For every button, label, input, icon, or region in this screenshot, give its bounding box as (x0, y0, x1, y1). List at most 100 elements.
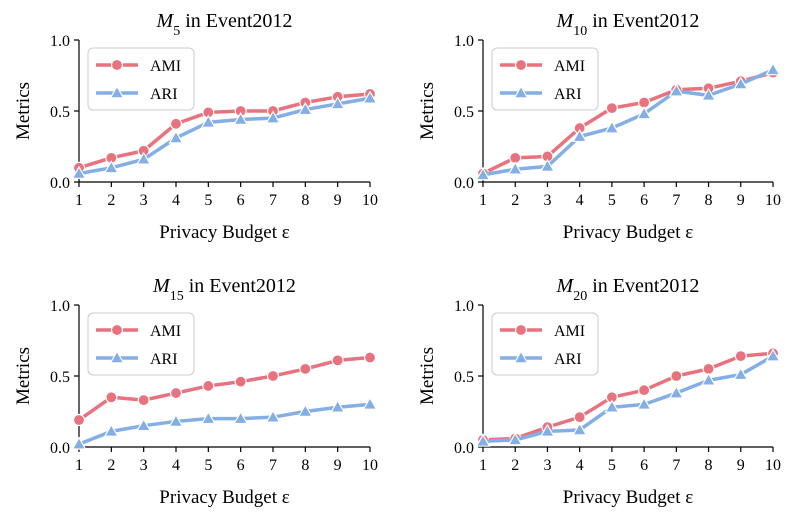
x-tick-label: 6 (640, 192, 648, 209)
x-tick-label: 3 (140, 192, 148, 209)
data-point-ari (668, 83, 684, 97)
legend-label-ari: ARI (554, 86, 582, 103)
series-line-ami (78, 92, 371, 170)
chart-title-main: M (156, 10, 175, 32)
y-tick-label: 0.0 (50, 175, 70, 192)
data-point-ami (137, 394, 150, 407)
chart-title-rest: in Event2012 (587, 10, 699, 32)
data-point-ari (136, 417, 152, 432)
chart-title: M15 in Event2012 (152, 275, 296, 304)
legend: AMI ARI (491, 47, 599, 111)
data-point-ari (136, 151, 152, 165)
data-point-ami (72, 413, 86, 427)
data-point-ari (71, 436, 87, 450)
data-point-ami (299, 362, 312, 375)
data-point-ari (330, 399, 346, 413)
y-axis-label: Metrics (417, 347, 438, 405)
x-tick-label: 10 (362, 457, 378, 474)
data-point-ami (638, 384, 651, 397)
series-line-ami (77, 355, 371, 422)
x-tick-label: 2 (107, 192, 115, 209)
legend-marker-ami (110, 323, 124, 337)
data-point-ami (331, 354, 344, 367)
x-tick-label: 1 (479, 192, 487, 209)
x-tick-label: 4 (172, 192, 180, 209)
x-tick-label: 8 (301, 457, 309, 474)
x-tick-label: 9 (737, 192, 745, 209)
x-tick-label: 6 (640, 457, 648, 474)
data-point-ami (169, 117, 183, 130)
x-tick-label: 8 (301, 192, 309, 209)
data-point-ari (765, 348, 781, 362)
x-tick-label: 3 (543, 457, 551, 474)
chart-title-sub: 15 (170, 289, 184, 304)
x-axis-label: Privacy Budget ε (563, 487, 693, 508)
data-point-ari (636, 106, 652, 120)
x-tick-label: 10 (362, 192, 378, 209)
legend-marker-ami (514, 323, 528, 337)
data-point-ari (475, 433, 491, 447)
series-line-ami (482, 70, 774, 176)
legend-marker-ari (109, 350, 125, 364)
x-tick-label: 9 (334, 457, 342, 474)
data-point-ari (701, 87, 717, 101)
data-point-ari (200, 410, 216, 425)
chart-title-rest: in Event2012 (184, 275, 296, 297)
legend: AMI ARI (87, 47, 195, 111)
y-tick-label: 0.0 (454, 175, 474, 192)
legend-label-ami: AMI (554, 323, 585, 340)
data-point-ari (539, 423, 555, 437)
data-point-ari (765, 62, 781, 76)
legend-label-ami: AMI (150, 323, 181, 340)
data-point-ari (168, 130, 184, 144)
data-point-ari (297, 403, 313, 417)
chart-panel-3: M15 in Event2012 0.0 0.5 1.0 1 2 3 4 5 6 7 8 9 10 Priv… (13, 275, 378, 508)
y-tick-label: 0.5 (50, 104, 70, 121)
x-tick-label: 6 (237, 457, 245, 474)
y-tick-label: 0.5 (50, 369, 70, 386)
data-point-ami (266, 369, 280, 383)
x-tick-label: 10 (765, 457, 781, 474)
legend-marker-ari (513, 350, 529, 364)
x-tick-label: 7 (672, 192, 680, 209)
y-axis-label: Metrics (13, 82, 34, 140)
chart-title: M10 in Event2012 (556, 10, 700, 39)
y-tick-label: 1.0 (50, 33, 70, 50)
legend-marker-ami (514, 58, 528, 72)
data-point-ari (475, 167, 491, 181)
y-axis-label: Metrics (13, 347, 34, 405)
x-tick-label: 7 (672, 457, 680, 474)
x-tick-label: 7 (269, 457, 277, 474)
x-tick-label: 8 (705, 192, 713, 209)
data-point-ari (701, 372, 717, 386)
legend-label-ari: ARI (150, 351, 178, 368)
series-line-ami (482, 351, 774, 442)
chart-title-rest: in Event2012 (180, 10, 292, 32)
x-tick-label: 7 (269, 192, 277, 209)
legend-marker-ari (109, 85, 125, 99)
x-tick-label: 5 (608, 192, 616, 209)
data-point-ari (572, 128, 588, 143)
x-tick-label: 4 (576, 192, 584, 209)
data-point-ari (103, 423, 119, 437)
x-tick-label: 4 (576, 457, 584, 474)
data-point-ari (733, 366, 749, 381)
data-point-ami (605, 102, 618, 115)
data-point-ari (71, 165, 87, 179)
data-point-ari (362, 90, 378, 104)
data-point-ari (507, 161, 523, 175)
legend-label-ari: ARI (150, 86, 178, 103)
legend-label-ami: AMI (554, 58, 585, 75)
series-line-ari (78, 402, 371, 446)
data-point-ari (297, 101, 313, 116)
data-point-ami (105, 391, 118, 404)
x-tick-label: 5 (204, 192, 212, 209)
data-point-ari (265, 409, 281, 423)
data-point-ami (573, 411, 586, 424)
chart-title-sub: 5 (173, 24, 180, 39)
data-point-ami (670, 369, 683, 383)
y-axis-label: Metrics (417, 82, 438, 140)
x-axis-label: Privacy Budget ε (159, 487, 289, 508)
